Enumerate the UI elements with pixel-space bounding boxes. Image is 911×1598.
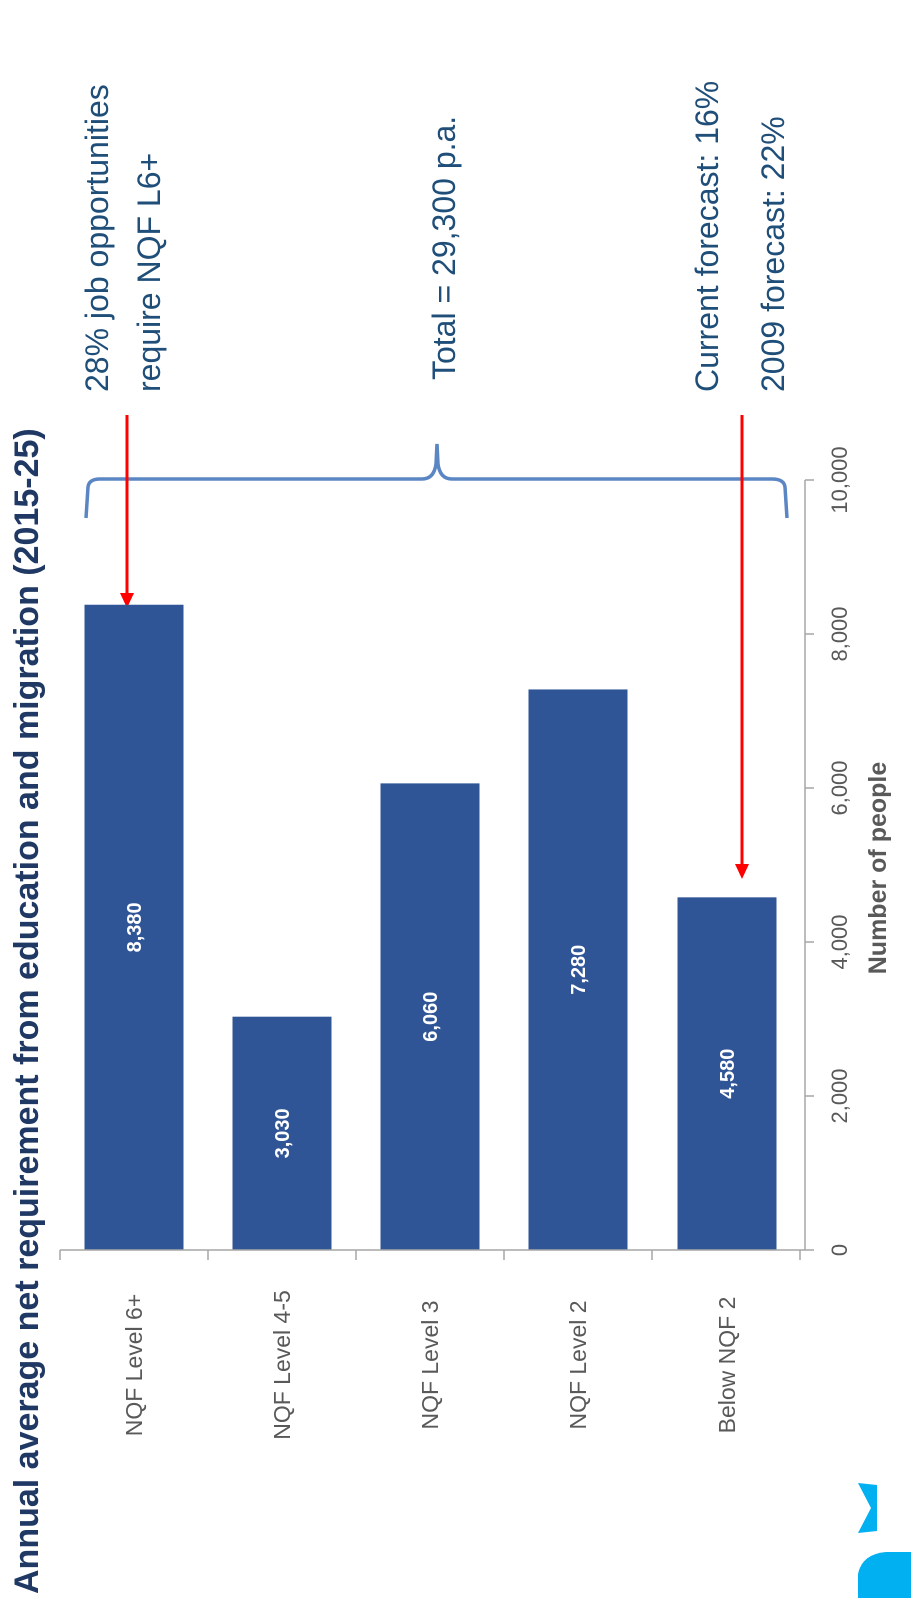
total-brace <box>84 443 789 519</box>
value-tick-label: 0 <box>827 1244 852 1256</box>
category-axis: NQF Level 6+ NQF Level 4-5 NQF Level 3 NQF … <box>59 1249 805 1440</box>
value-axis-title: Number of people <box>864 762 892 975</box>
category-label: NQF Level 3 <box>417 1300 443 1429</box>
bar-value-label: 6,060 <box>420 992 442 1042</box>
value-tick-label: 10,000 <box>827 446 852 513</box>
value-axis: 0 2,000 4,000 6,000 8,000 10,000 <box>804 446 852 1256</box>
bar-value-label: 4,580 <box>717 1049 739 1099</box>
bar-value-label: 3,030 <box>272 1108 294 1158</box>
bar-value-label: 8,380 <box>124 902 146 952</box>
annotation-bottom-line1: Current forecast: 16% <box>689 81 725 392</box>
bar <box>677 897 777 1250</box>
category-label: NQF Level 6+ <box>121 1294 147 1437</box>
chart-title: Annual average net requirement from educ… <box>8 428 46 1594</box>
annotation-bottom-line2: 2009 forecast: 22% <box>755 116 791 392</box>
category-label: NQF Level 2 <box>565 1300 591 1429</box>
value-labels-group: 8,380 3,030 6,060 7,280 4,580 <box>124 902 739 1158</box>
annotation-top-line1: 28% job opportunities <box>79 84 115 392</box>
logo-mark-bottom <box>858 1552 911 1598</box>
arrow-bottom-head <box>735 864 749 879</box>
value-tick-label: 4,000 <box>827 914 852 969</box>
annotation-arrows <box>120 415 749 879</box>
bar <box>232 1016 332 1250</box>
bar <box>84 604 184 1250</box>
logo-icon <box>858 1483 911 1598</box>
arrow-top-head <box>120 593 134 608</box>
bars-group <box>84 604 777 1250</box>
category-label: NQF Level 4-5 <box>269 1290 295 1440</box>
bar <box>528 689 628 1250</box>
value-tick-label: 6,000 <box>827 760 852 815</box>
value-tick-label: 2,000 <box>827 1068 852 1123</box>
bar-value-label: 7,280 <box>568 945 590 995</box>
logo-mark-top <box>858 1483 877 1533</box>
bar <box>380 783 480 1250</box>
annotation-total: Total = 29,300 p.a. <box>426 116 462 380</box>
annotation-top-line2: require NQF L6+ <box>131 153 167 392</box>
category-label: Below NQF 2 <box>714 1297 740 1434</box>
value-tick-label: 8,000 <box>827 606 852 661</box>
